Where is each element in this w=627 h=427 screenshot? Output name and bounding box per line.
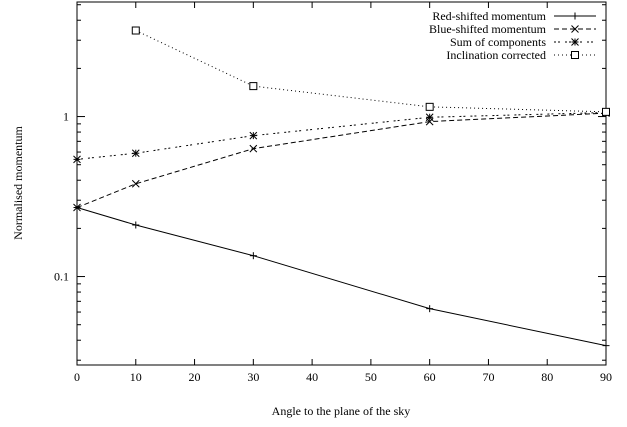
legend-label: Blue-shifted momentum <box>429 22 547 36</box>
data-point <box>73 203 81 212</box>
data-point <box>131 26 140 35</box>
series-1 <box>73 109 610 212</box>
data-point <box>132 221 140 229</box>
series-0 <box>73 204 610 350</box>
series-3 <box>131 26 610 116</box>
x-tick-label: 0 <box>74 370 80 384</box>
data-point <box>249 131 258 140</box>
data-point <box>602 107 610 116</box>
x-tick-label: 20 <box>189 370 201 384</box>
x-tick-label: 90 <box>600 370 612 384</box>
legend-label: Red-shifted momentum <box>432 9 546 23</box>
x-tick-label: 50 <box>365 370 377 384</box>
x-tick-label: 60 <box>424 370 436 384</box>
plot-frame <box>76 1 607 366</box>
series-layer <box>73 26 610 350</box>
y-tick-label: 0.1 <box>54 270 69 284</box>
data-point <box>73 155 81 164</box>
data-point <box>131 149 140 158</box>
legend-marker <box>571 38 579 46</box>
legend-marker <box>571 25 579 33</box>
series-line <box>76 112 607 208</box>
x-tick-label: 80 <box>541 370 553 384</box>
legend-label: Sum of components <box>450 35 546 49</box>
data-point <box>602 342 610 350</box>
data-point <box>425 113 434 122</box>
data-point <box>131 179 140 188</box>
x-axis-label: Angle to the plane of the sky <box>272 404 411 418</box>
x-tick-label: 70 <box>482 370 494 384</box>
data-point <box>426 305 434 313</box>
data-point <box>249 252 257 260</box>
x-tick-label: 40 <box>306 370 318 384</box>
y-tick-label: 1 <box>63 110 69 124</box>
data-point <box>249 144 258 153</box>
x-tick-label: 30 <box>247 370 259 384</box>
data-point <box>249 82 258 91</box>
y-axis-label: Normalised momentum <box>11 126 25 240</box>
x-tick-label: 10 <box>130 370 142 384</box>
legend-marker <box>571 12 579 20</box>
legend-label: Inclination corrected <box>446 48 546 62</box>
series-line <box>76 207 607 347</box>
series-line <box>76 112 607 160</box>
legend-marker <box>571 51 579 59</box>
data-point <box>425 102 434 111</box>
axis-ticks: 0 10 20 30 40 50 60 70 80 90 0.1 1 <box>54 2 612 384</box>
